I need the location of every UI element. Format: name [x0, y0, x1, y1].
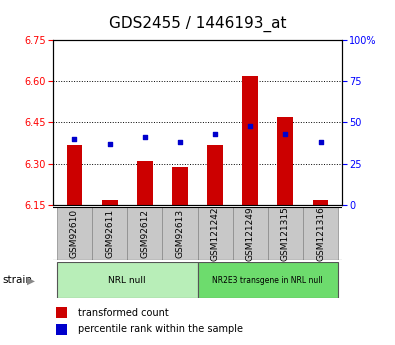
Bar: [233, 207, 268, 260]
Bar: [243, 76, 258, 205]
Bar: [198, 207, 233, 260]
Text: GSM92611: GSM92611: [105, 209, 114, 258]
Bar: [303, 207, 338, 260]
Bar: [207, 145, 223, 205]
Bar: [66, 145, 82, 205]
Point: [282, 131, 289, 137]
Point: [318, 140, 324, 145]
Point: [71, 136, 77, 142]
Bar: [162, 207, 198, 260]
Text: GSM121316: GSM121316: [316, 206, 325, 261]
Text: GSM92612: GSM92612: [140, 209, 149, 258]
Text: ▶: ▶: [27, 275, 35, 285]
Bar: [172, 167, 188, 205]
Bar: [127, 207, 162, 260]
Point: [177, 140, 183, 145]
Point: [106, 141, 113, 147]
Text: strain: strain: [2, 275, 32, 285]
Text: GSM121315: GSM121315: [281, 206, 290, 261]
Text: percentile rank within the sample: percentile rank within the sample: [78, 324, 243, 334]
Text: GSM121249: GSM121249: [246, 206, 255, 261]
Bar: [268, 207, 303, 260]
Point: [247, 123, 254, 129]
Bar: [198, 262, 338, 298]
Text: GSM121242: GSM121242: [211, 207, 220, 261]
Bar: [57, 207, 92, 260]
Bar: [102, 200, 117, 205]
Bar: [137, 161, 152, 205]
Bar: [56, 324, 67, 335]
Text: GSM92613: GSM92613: [175, 209, 184, 258]
Point: [141, 135, 148, 140]
Text: transformed count: transformed count: [78, 308, 169, 317]
Bar: [313, 200, 329, 205]
Text: NR2E3 transgene in NRL null: NR2E3 transgene in NRL null: [213, 276, 323, 285]
Point: [212, 131, 218, 137]
Text: NRL null: NRL null: [108, 276, 146, 285]
Text: GSM92610: GSM92610: [70, 209, 79, 258]
Bar: [56, 307, 67, 318]
Bar: [92, 207, 127, 260]
Bar: [278, 117, 293, 205]
Text: GDS2455 / 1446193_at: GDS2455 / 1446193_at: [109, 16, 286, 32]
Bar: [57, 262, 198, 298]
